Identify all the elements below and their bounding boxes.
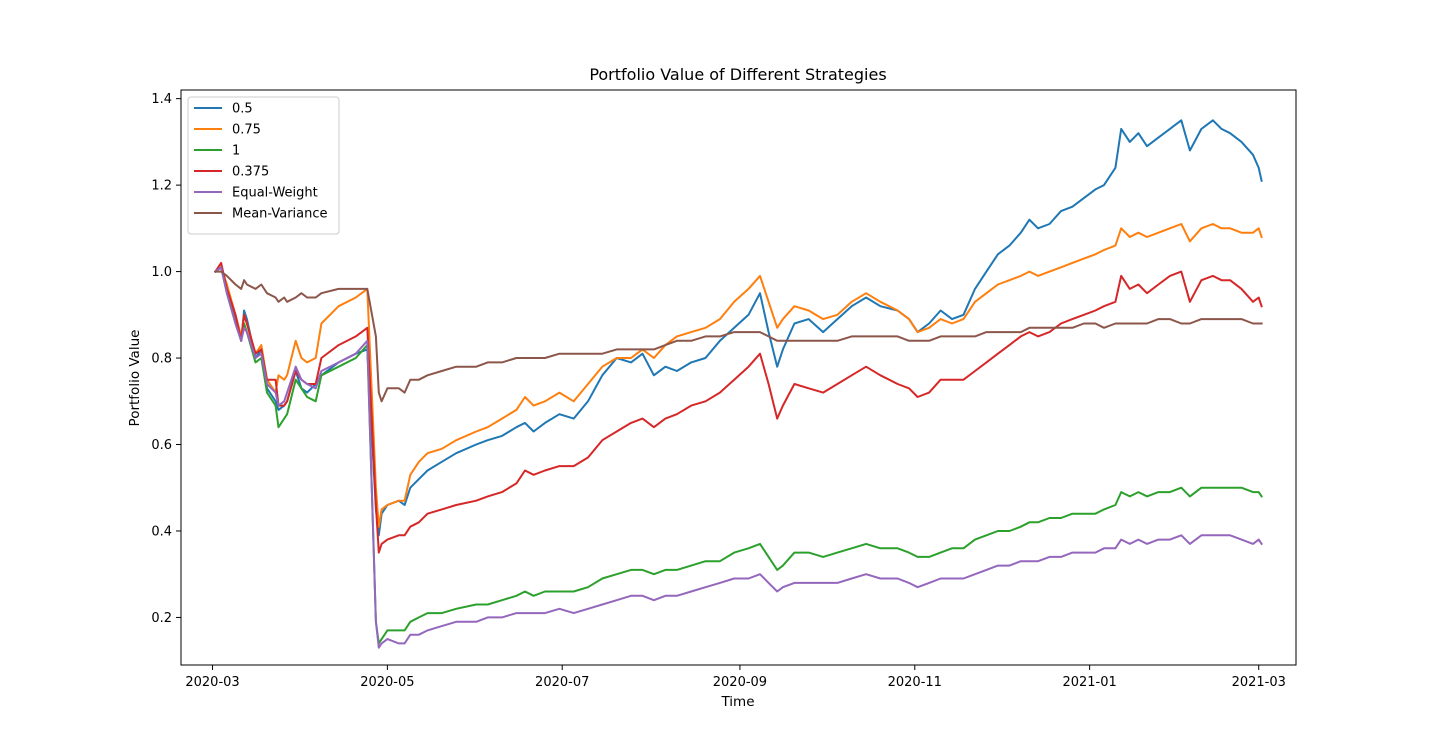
y-tick-label: 0.6 xyxy=(151,438,172,453)
y-tick-label: 1.0 xyxy=(151,265,172,280)
x-tick-label: 2021-03 xyxy=(1232,675,1286,690)
series-line-4 xyxy=(214,261,1263,554)
series-line-5 xyxy=(213,266,1263,649)
series-line-2 xyxy=(213,223,1263,528)
x-tick-label: 2020-03 xyxy=(185,675,239,690)
legend-label: 1 xyxy=(232,144,240,159)
x-tick-label: 2020-05 xyxy=(360,675,414,690)
series-line-3 xyxy=(213,266,1263,645)
legend: 0.5 0.75 1 0.375 Equal-Weight Mean-Variance xyxy=(187,96,340,235)
x-tick-label: 2020-11 xyxy=(888,675,942,690)
y-tick-label: 0.8 xyxy=(151,352,172,367)
legend-label: 0.5 xyxy=(232,102,253,117)
y-tick-label: 1.2 xyxy=(151,179,172,194)
plot-area: 2020-03 2020-05 2020-07 2020-09 2020-11 2021-… xyxy=(151,89,1297,690)
legend-label: 0.75 xyxy=(232,123,261,138)
legend-label: 0.375 xyxy=(232,165,269,180)
x-axis-title: Time xyxy=(720,694,754,710)
plot-frame xyxy=(180,89,1297,666)
legend-label: Mean-Variance xyxy=(232,207,328,222)
x-tick-label: 2021-01 xyxy=(1062,675,1116,690)
y-axis-title: Portfolio Value xyxy=(127,330,143,427)
series-line-6 xyxy=(214,270,1263,403)
x-tick-label: 2020-07 xyxy=(535,675,589,690)
y-tick-label: 1.4 xyxy=(151,92,172,107)
y-tick-label: 0.4 xyxy=(151,524,172,539)
chart-title: Portfolio Value of Different Strategies xyxy=(589,65,886,84)
x-tick-label: 2020-09 xyxy=(713,675,767,690)
legend-label: Equal-Weight xyxy=(232,186,318,201)
y-tick-label: 0.2 xyxy=(151,611,172,626)
legend-box xyxy=(187,96,340,235)
